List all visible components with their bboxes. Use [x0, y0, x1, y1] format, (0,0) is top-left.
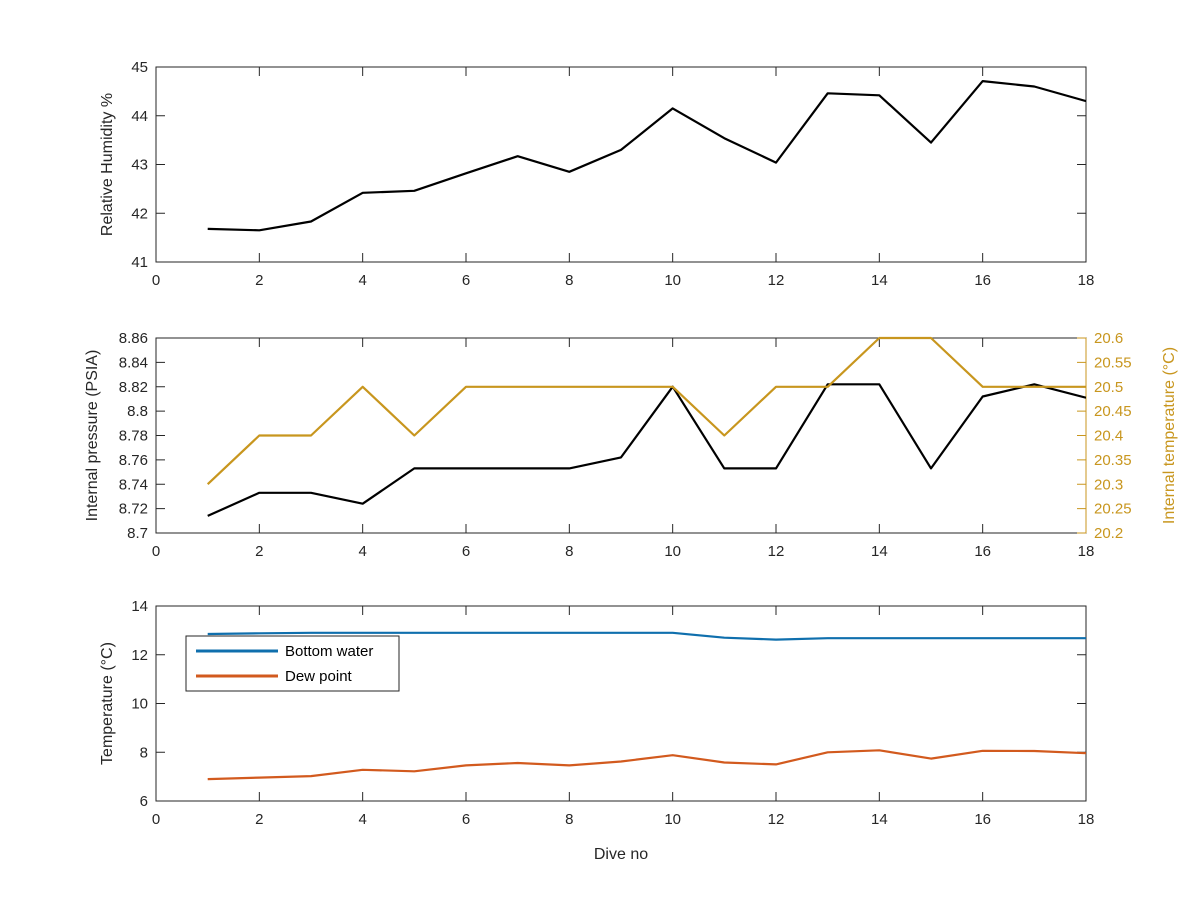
x-tick-label: 2: [255, 811, 263, 828]
y-right-tick-label: 20.5: [1094, 379, 1123, 396]
x-tick-label: 18: [1078, 272, 1095, 289]
x-tick-label: 8: [565, 272, 573, 289]
y-tick-label: 8.8: [127, 403, 148, 420]
y-right-tick-label: 20.6: [1094, 330, 1123, 347]
y-tick-label: 8.78: [119, 428, 148, 445]
legend-entry: Dew point: [285, 668, 353, 685]
x-tick-label: 2: [255, 543, 263, 560]
x-tick-label: 2: [255, 272, 263, 289]
x-tick-label: 8: [565, 811, 573, 828]
series-bottom-water: [207, 631, 1086, 641]
y-right-tick-label: 20.2: [1094, 525, 1123, 542]
y-tick-label: 8.76: [119, 452, 148, 469]
x-tick-label: 10: [664, 272, 681, 289]
x-tick-label: 10: [664, 811, 681, 828]
legend-box: [185, 635, 400, 692]
x-tick-label: 12: [768, 272, 785, 289]
x-tick-label: 14: [871, 543, 888, 560]
y-tick-label: 8.7: [127, 525, 148, 542]
y-right-tick-label: 20.25: [1094, 501, 1132, 518]
y-tick-label: 43: [131, 157, 148, 174]
y-tick-label: 8: [140, 744, 148, 761]
x-tick-label: 14: [871, 811, 888, 828]
y-axis-label: Internal pressure (PSIA): [84, 350, 101, 522]
y-axis-label: Relative Humidity %: [99, 93, 116, 236]
series-1-line: [207, 383, 1086, 517]
panel-3: 0 2 4 6 8 10 12 14 16 18 6 8 10 12 14 Temperature (°C) D…: [99, 598, 1094, 863]
x-tick-label: 6: [462, 272, 470, 289]
x-tick-label: 16: [974, 543, 991, 560]
x-tick-label: 4: [358, 811, 366, 828]
y-right-axis-label: Internal temperature (°C): [1161, 347, 1178, 524]
x-tick-label: 14: [871, 272, 888, 289]
x-tick-label: 0: [152, 272, 160, 289]
y-tick-label: 14: [131, 598, 148, 615]
series-2-line: [206, 336, 1086, 485]
y-tick-label: 8.72: [119, 501, 148, 518]
x-tick-label: 0: [152, 811, 160, 828]
y-right-tick-label: 20.35: [1094, 452, 1132, 469]
y-right-tick-label: 20.45: [1094, 403, 1132, 420]
x-tick-label: 12: [768, 543, 785, 560]
y-right-tick-label: 20.3: [1094, 476, 1123, 493]
x-tick-label: 0: [152, 543, 160, 560]
y-tick-label: 10: [131, 696, 148, 713]
plot-area: [155, 605, 1087, 802]
y-tick-label: 8.82: [119, 379, 148, 396]
y-tick-label: 44: [131, 108, 148, 125]
legend-entry: Bottom water: [285, 643, 373, 660]
y-tick-label: 45: [131, 59, 148, 76]
y-tick-label: 8.74: [119, 476, 148, 493]
x-tick-label: 6: [462, 811, 470, 828]
y-tick-label: 8.84: [119, 354, 148, 371]
x-tick-label: 16: [974, 272, 991, 289]
series-dew-point: [207, 749, 1086, 781]
plot-area: [155, 66, 1087, 263]
x-axis-label: Dive no: [594, 846, 648, 863]
x-tick-label: 18: [1078, 811, 1095, 828]
legend: Bottom water Dew point: [185, 635, 400, 692]
x-tick-label: 4: [358, 272, 366, 289]
y-axis-label: Temperature (°C): [99, 642, 116, 765]
y-tick-label: 6: [140, 793, 148, 810]
panel-2: 0 2 4 6 8 10 12 14 16 18 8.7 8.72 8.74 8.76 8.78 8.8 8.8…: [84, 330, 1178, 560]
y-tick-label: 8.86: [119, 330, 148, 347]
x-tick-label: 6: [462, 543, 470, 560]
x-tick-label: 16: [974, 811, 991, 828]
y-right-tick-label: 20.4: [1094, 428, 1123, 445]
panel-1: 0 2 4 6 8 10 12 14 16 18 41 42 43 44 45 Relative Humidi…: [99, 59, 1094, 289]
y-tick-label: 41: [131, 254, 148, 271]
series-1-line: [207, 79, 1086, 232]
x-tick-label: 8: [565, 543, 573, 560]
x-tick-label: 10: [664, 543, 681, 560]
x-tick-label: 12: [768, 811, 785, 828]
y-right-tick-label: 20.55: [1094, 354, 1132, 371]
x-tick-label: 4: [358, 543, 366, 560]
x-tick-label: 18: [1078, 543, 1095, 560]
y-tick-label: 12: [131, 647, 148, 664]
y-tick-label: 42: [131, 205, 148, 222]
